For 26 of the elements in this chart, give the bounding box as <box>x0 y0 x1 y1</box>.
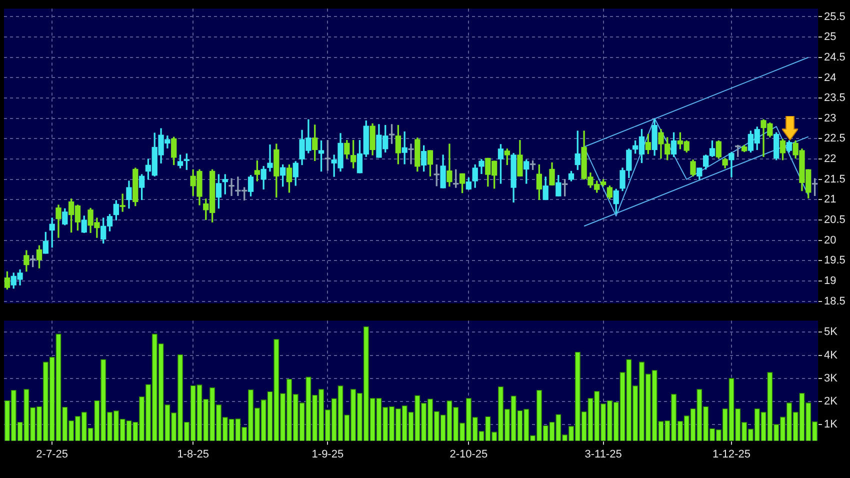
y-tick-label: 1K <box>824 418 838 431</box>
y-tick-label: 4K <box>824 349 838 362</box>
y-tick-label: 24.5 <box>824 51 846 64</box>
y-tick-label: 25.5 <box>824 10 846 23</box>
x-tick-label: 1-12-25 <box>712 448 750 460</box>
y-tick-label: 20.5 <box>824 214 846 226</box>
y-tick-label: 2K <box>824 396 838 408</box>
y-tick-label: 19.5 <box>824 254 846 267</box>
y-tick-label: 5K <box>824 326 838 338</box>
y-tick-label: 22.5 <box>824 132 846 145</box>
y-tick-label: 22 <box>824 153 836 166</box>
y-tick-label: 21 <box>824 194 836 206</box>
y-tick-label: 25 <box>824 31 836 44</box>
x-tick-label: 1-9-25 <box>312 448 344 460</box>
y-tick-label: 24 <box>824 72 836 84</box>
y-tick-label: 3K <box>824 372 838 384</box>
x-tick-label: 3-11-25 <box>584 448 622 460</box>
y-tick-label: 20 <box>824 234 836 246</box>
y-tick-label: 21.5 <box>824 173 846 186</box>
x-tick-label: 1-8-25 <box>177 448 209 460</box>
y-tick-label: 23 <box>824 112 836 124</box>
x-tick-label: 2-10-25 <box>450 448 488 460</box>
y-tick-label: 19 <box>824 275 836 288</box>
y-tick-label: 18.5 <box>824 295 846 308</box>
y-tick-label: 23.5 <box>824 92 846 104</box>
x-tick-label: 2-7-25 <box>36 448 68 460</box>
